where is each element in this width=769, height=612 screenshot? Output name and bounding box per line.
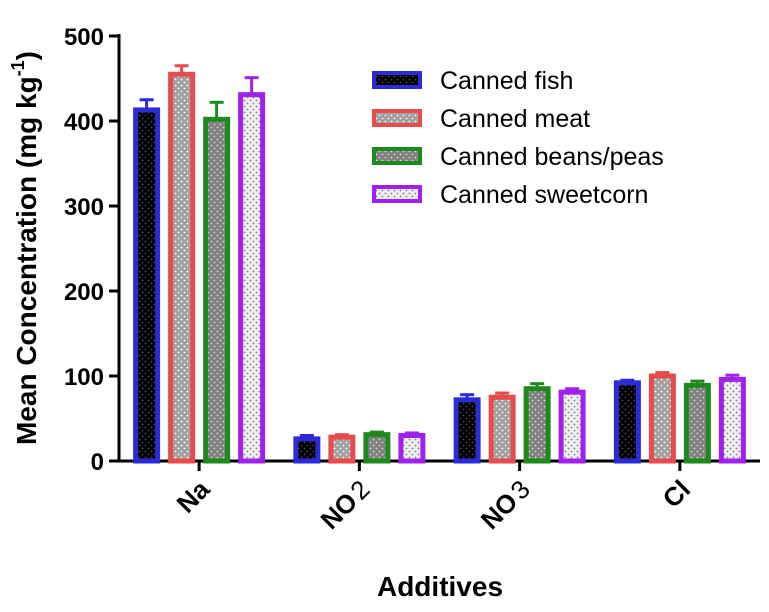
bar — [683, 382, 711, 464]
bar — [133, 107, 161, 464]
legend-label: Canned fish — [440, 67, 573, 95]
bar — [203, 116, 231, 464]
legend-label: Canned beans/peas — [440, 143, 664, 171]
bar — [558, 389, 586, 464]
bar — [328, 434, 356, 464]
y-axis-title-main: Mean Concentration (mg kg — [11, 76, 42, 445]
legend-swatch — [372, 185, 422, 203]
legend-label: Canned sweetcorn — [440, 181, 648, 209]
bar — [718, 376, 746, 464]
bar — [293, 436, 321, 464]
bar — [488, 394, 516, 464]
x-tick-label: Cl — [657, 474, 697, 514]
x-tick-label: NO2 — [314, 474, 375, 535]
y-axis-title: Mean Concentration (mg kg-1) — [8, 51, 42, 445]
bars-group — [133, 64, 746, 464]
y-axis-title-close: ) — [11, 51, 42, 60]
x-tick-label: NO3 — [475, 474, 536, 535]
legend-swatch — [372, 109, 422, 127]
y-tick-label: 500 — [64, 24, 104, 51]
legend-label: Canned meat — [440, 105, 590, 133]
bar — [523, 386, 551, 464]
bar — [613, 380, 641, 464]
bar — [363, 432, 391, 464]
legend-swatch — [372, 71, 422, 89]
x-tick-label-base: Cl — [657, 474, 697, 514]
bar — [398, 433, 426, 464]
y-tick-label: 0 — [91, 449, 104, 476]
legend: Canned fish Canned meat Canned beans/peas C… — [372, 67, 664, 209]
y-tick-label: 300 — [64, 194, 104, 221]
bar — [648, 373, 676, 464]
bar — [238, 92, 266, 464]
legend-swatch — [372, 147, 422, 165]
x-axis-title: Additives — [377, 571, 503, 602]
x-tick-label: Na — [171, 474, 216, 519]
x-tick-label-base: Na — [171, 474, 216, 519]
bar — [453, 397, 481, 464]
y-tick-label: 200 — [64, 279, 104, 306]
y-axis-title-superscript: -1 — [8, 60, 28, 76]
bar — [168, 71, 196, 464]
y-tick-label: 400 — [64, 109, 104, 136]
y-tick-label: 100 — [64, 364, 104, 391]
